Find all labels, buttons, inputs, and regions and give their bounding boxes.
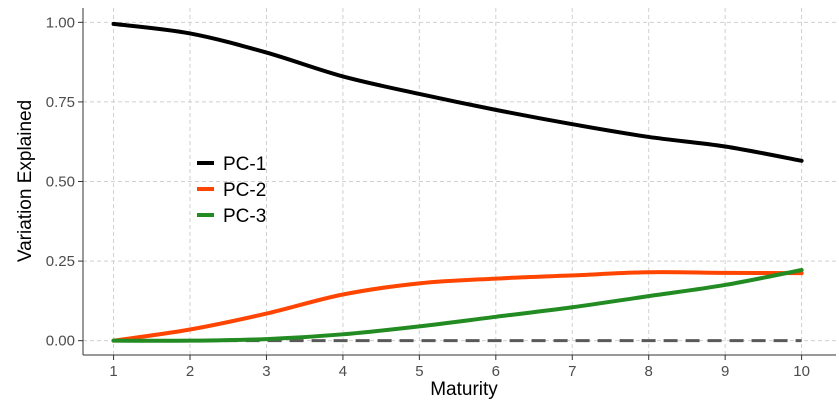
series-group <box>111 21 804 343</box>
x-tick-label: 5 <box>415 363 423 380</box>
x-tick-label: 3 <box>262 363 270 380</box>
grid <box>83 8 836 355</box>
series-line-pc-2 <box>111 270 804 343</box>
y-axis-title: Variation Explained <box>15 100 36 262</box>
x-tick-label: 7 <box>568 363 576 380</box>
legend-label-pc-2: PC-2 <box>223 180 266 201</box>
x-tick-label: 1 <box>109 363 117 380</box>
y-tick-label: 0.75 <box>46 94 75 111</box>
x-tick-label: 6 <box>492 363 500 380</box>
series-line-pc-1 <box>111 21 804 163</box>
x-tick-label: 4 <box>339 363 347 380</box>
legend-label-pc-3: PC-3 <box>223 206 266 227</box>
y-tick-label: 0.25 <box>46 253 75 270</box>
x-tick-label: 9 <box>721 363 729 380</box>
x-axis-title: Maturity <box>430 379 498 400</box>
x-tick-label: 8 <box>645 363 653 380</box>
ticks: 1 2 3 4 5 6 7 8 9 10 0.00 0.25 0.50 0.75 1.00 <box>46 14 810 380</box>
x-tick-label: 10 <box>793 363 810 380</box>
x-tick-label: 2 <box>186 363 194 380</box>
series-line-pc-3 <box>111 268 804 343</box>
y-tick-label: 0.50 <box>46 174 75 191</box>
legend-label-pc-1: PC-1 <box>223 154 266 175</box>
y-tick-label: 0.00 <box>46 333 75 350</box>
legend: PC-1 PC-2 PC-3 <box>197 154 266 227</box>
y-tick-label: 1.00 <box>46 14 75 31</box>
